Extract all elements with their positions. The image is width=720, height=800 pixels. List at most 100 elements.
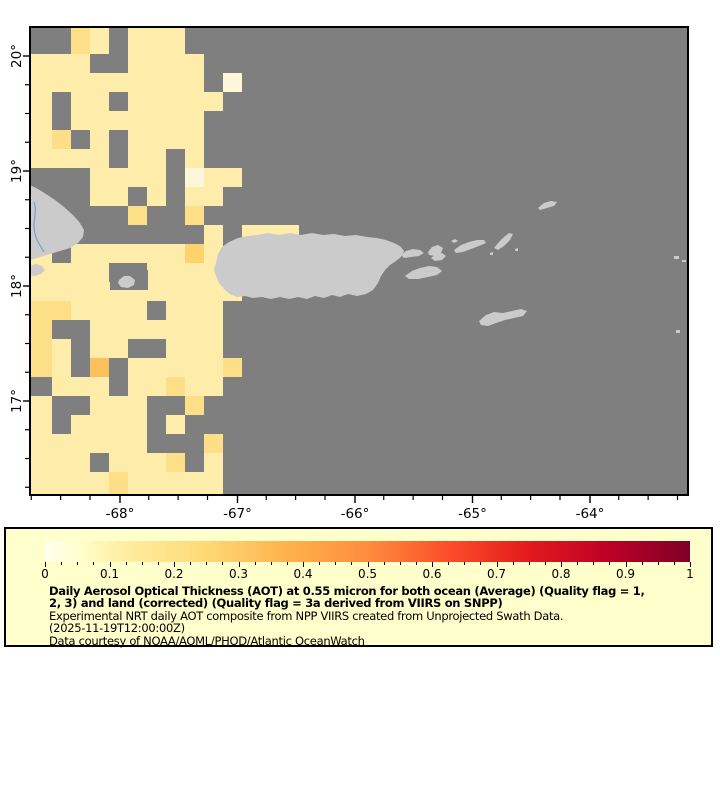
aot-cell (90, 263, 109, 282)
aot-cell (90, 320, 109, 339)
aot-cell (166, 263, 185, 282)
aot-cell (166, 339, 185, 358)
longitude-axis-label: -67° (223, 506, 252, 522)
aot-cell (204, 339, 223, 358)
colorbar-minor-tick (399, 562, 401, 565)
aot-cell (90, 377, 109, 396)
aot-cell (166, 415, 185, 434)
aot-cell (166, 282, 185, 301)
aot-cell (71, 73, 90, 92)
aot-cell (90, 301, 109, 320)
aot-cell (30, 320, 52, 339)
colorbar-minor-tick (61, 562, 63, 565)
aot-cell (166, 73, 185, 92)
aot-cell (109, 434, 128, 453)
latitude-axis-label: 20° (9, 44, 25, 68)
aot-cell (109, 168, 128, 187)
land-islet-east-2 (682, 260, 686, 262)
colorbar-minor-tick (577, 562, 579, 565)
colorbar-major-tick (690, 562, 691, 567)
colorbar-minor-tick (351, 562, 353, 565)
aot-cell (30, 54, 52, 73)
land-puerto-rico (214, 233, 404, 299)
aot-cell (166, 320, 185, 339)
aot-cell (185, 282, 204, 301)
aot-cell (90, 111, 109, 130)
aot-cell (147, 92, 166, 111)
colorbar-minor-tick (641, 562, 643, 565)
aot-cell (30, 282, 52, 301)
aot-cell (90, 73, 109, 92)
legend-text: Daily Aerosol Optical Thickness (AOT) at… (49, 585, 645, 647)
aot-cell (185, 320, 204, 339)
land-cay-2 (515, 248, 518, 251)
colorbar-minor-tick (319, 562, 321, 565)
land-culebra (428, 245, 443, 256)
aot-map-plot: -68° -67° -66° -65° -64° 20° 19° 18° 17° (9, 26, 689, 522)
colorbar-tick-label: 0.8 (551, 567, 571, 581)
longitude-axis-label: -65° (458, 506, 487, 522)
aot-cell (147, 472, 166, 495)
colorbar-tick-label: 1 (686, 567, 694, 581)
aot-cell (185, 73, 204, 92)
aot-cell (147, 27, 166, 54)
aot-cell (71, 263, 90, 282)
aot-cell (128, 168, 147, 187)
colorbar-minor-tick (383, 562, 385, 565)
aot-cell (52, 263, 71, 282)
latitude-axis-label: 18° (9, 274, 25, 298)
aot-cell (166, 54, 185, 73)
aot-cell (166, 377, 185, 396)
colorbar-minor-tick (480, 562, 482, 565)
aot-cell (71, 415, 90, 434)
legend-timestamp: (2025-11-19T12:00:00Z) (49, 621, 185, 636)
aot-cell (109, 396, 128, 415)
aot-cell (223, 73, 242, 92)
land-hispaniola (30, 185, 84, 260)
aot-cell (30, 415, 52, 434)
legend-subtitle-line: Experimental NRT daily AOT composite fro… (49, 608, 564, 623)
aot-cell (71, 453, 90, 472)
aot-cell (147, 320, 166, 339)
colorbar-tick-label: 0.1 (99, 567, 120, 581)
aot-cell (185, 358, 204, 377)
land-virgin-gorda (494, 233, 513, 250)
aot-cell (204, 168, 223, 187)
aot-cell (90, 434, 109, 453)
legend-title-line-2: 2, 3) and land (corrected) (Quality flag… (49, 596, 503, 611)
aot-cell (30, 358, 52, 377)
colorbar-minor-tick (335, 562, 337, 565)
aot-cell (30, 92, 52, 111)
aot-cell (30, 434, 52, 453)
aot-cell (128, 377, 147, 396)
colorbar-tick-label: 0.3 (228, 567, 249, 581)
aot-cell (128, 111, 147, 130)
aot-cell (204, 377, 223, 396)
aot-cell (204, 434, 223, 453)
aot-cell (223, 168, 242, 187)
aot-cell (30, 111, 52, 130)
land-st-john (431, 253, 446, 261)
colorbar-major-tick (496, 562, 498, 567)
aot-cell (90, 358, 109, 377)
colorbar-tick-label: 0.6 (422, 567, 442, 581)
aot-cell (128, 358, 147, 377)
aot-cell (71, 434, 90, 453)
colorbar-major-tick (45, 562, 46, 567)
aot-cell (128, 206, 147, 225)
aot-cell (30, 73, 52, 92)
aot-cell (90, 339, 109, 358)
aot-cell (204, 301, 223, 320)
aot-cell (128, 396, 147, 415)
aot-cell (52, 73, 71, 92)
colorbar-minor-tick (512, 562, 514, 565)
colorbar-major-tick (432, 562, 433, 567)
land-st-thomas (401, 249, 424, 258)
aot-cell (109, 301, 128, 320)
aot-cell (147, 282, 166, 301)
aot-cell (147, 73, 166, 92)
longitude-axis-label: -64° (576, 506, 605, 522)
aot-cell (52, 472, 71, 495)
land-st-croix (479, 309, 527, 326)
aot-cell (90, 282, 109, 301)
